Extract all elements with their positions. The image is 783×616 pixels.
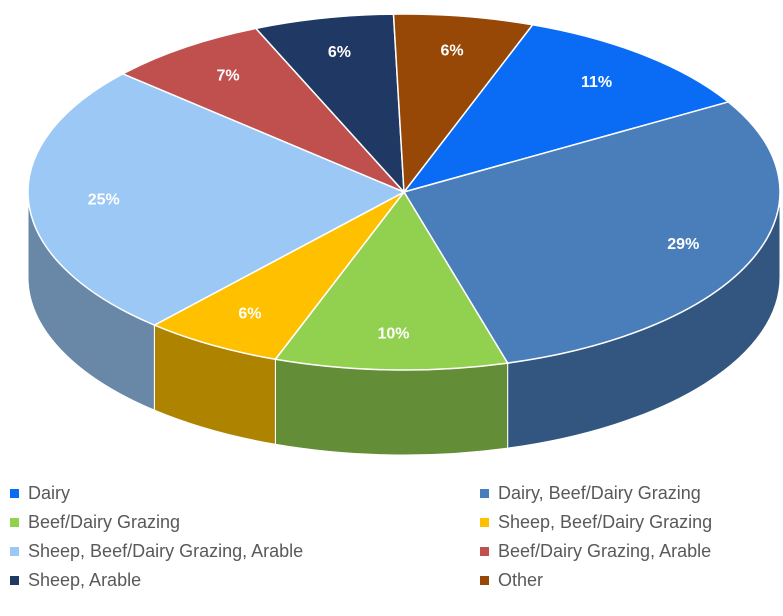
- slice-side: [274, 358, 509, 456]
- data-label: 6%: [328, 44, 351, 61]
- legend-label: Sheep, Beef/Dairy Grazing: [498, 512, 712, 532]
- legend-label: Other: [498, 570, 543, 590]
- legend-marker: [480, 489, 489, 498]
- legend-marker: [10, 576, 19, 585]
- legend-label: Beef/Dairy Grazing: [28, 512, 180, 532]
- data-label: 11%: [581, 74, 612, 91]
- data-label: 25%: [88, 192, 120, 209]
- legend-label: Sheep, Beef/Dairy Grazing, Arable: [28, 541, 303, 561]
- legend-marker: [10, 518, 19, 527]
- legend-marker: [10, 489, 19, 498]
- legend-label: Dairy: [28, 483, 70, 503]
- data-label: 6%: [441, 43, 464, 60]
- legend-label: Dairy, Beef/Dairy Grazing: [498, 483, 701, 503]
- data-label: 10%: [377, 326, 409, 343]
- slice: [402, 101, 781, 364]
- legend-marker: [480, 518, 489, 527]
- slice: [392, 13, 534, 195]
- legend-marker: [480, 576, 489, 585]
- slice: [152, 191, 405, 361]
- data-label: 29%: [667, 236, 699, 253]
- legend-marker: [480, 547, 489, 556]
- data-label: 7%: [216, 68, 239, 85]
- slice: [274, 190, 509, 371]
- slice: [121, 27, 405, 193]
- legend-label: Sheep, Arable: [28, 570, 141, 590]
- slice: [402, 23, 730, 194]
- slice: [254, 13, 405, 195]
- legend-marker: [10, 547, 19, 556]
- data-label: 6%: [238, 306, 261, 323]
- slice: [27, 72, 406, 326]
- legend-label: Beef/Dairy Grazing, Arable: [498, 541, 711, 561]
